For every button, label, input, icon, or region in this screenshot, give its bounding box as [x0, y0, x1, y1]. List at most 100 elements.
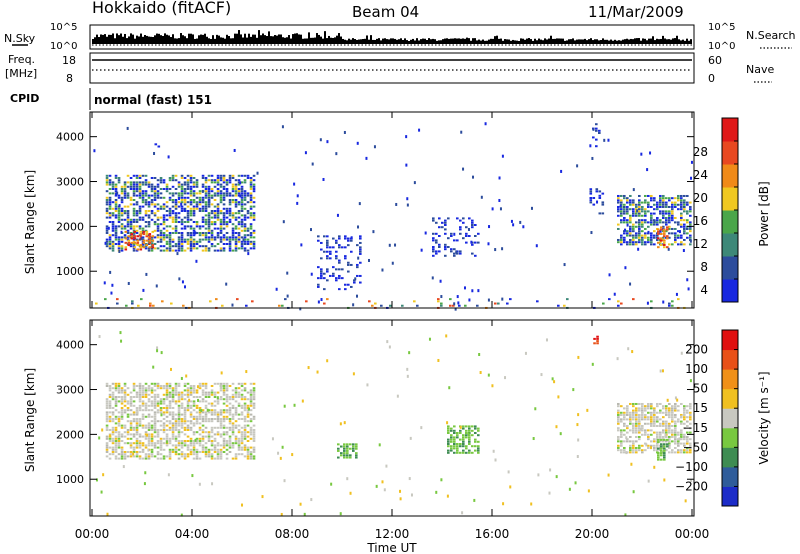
noise-sky-bar — [308, 32, 310, 44]
echo-cell — [241, 383, 244, 385]
echo-cell — [142, 289, 144, 292]
echo-cell — [151, 420, 154, 422]
echo-cell — [253, 436, 256, 438]
echo-cell — [112, 407, 115, 409]
noise-sky-bar — [466, 38, 468, 44]
echo-cell — [343, 457, 346, 459]
echo-cell — [106, 190, 109, 192]
echo-cell — [208, 219, 211, 221]
echo-cell — [235, 236, 238, 238]
echo-cell — [226, 184, 229, 186]
echo-cell — [247, 455, 250, 457]
echo-cell — [175, 188, 178, 190]
echo-cell — [145, 221, 148, 223]
echo-cell — [175, 389, 178, 391]
echo-cell — [326, 235, 329, 237]
echo-cell — [629, 429, 632, 431]
echo-cell — [435, 491, 437, 494]
echo-cell — [220, 225, 223, 227]
echo-cell — [241, 208, 244, 210]
echo-cell — [169, 199, 172, 201]
echo-cell — [136, 433, 139, 435]
echo-cell — [208, 223, 211, 225]
echo-cell — [338, 277, 341, 279]
echo-cell — [127, 230, 130, 232]
echo-cell — [666, 226, 669, 228]
echo-cell — [247, 451, 250, 453]
echo-cell — [663, 456, 666, 458]
echo-cell — [659, 213, 662, 215]
echo-cell — [617, 206, 620, 208]
echo-cell — [106, 403, 109, 405]
echo-cell — [139, 442, 142, 444]
echo-cell — [121, 201, 124, 203]
echo-cell — [93, 149, 95, 152]
noise-sky-bar — [196, 39, 198, 44]
echo-cell — [281, 305, 284, 307]
echo-cell — [444, 220, 447, 222]
echo-cell — [629, 239, 632, 241]
echo-cell — [326, 359, 328, 362]
echo-cell — [131, 237, 134, 239]
echo-cell — [115, 228, 118, 230]
echo-cell — [136, 212, 139, 214]
echo-cell — [460, 426, 462, 429]
echo-cell — [196, 418, 199, 420]
echo-cell — [217, 451, 220, 453]
echo-cell — [220, 199, 223, 201]
echo-cell — [118, 442, 121, 444]
noise-sky-bar — [492, 39, 494, 44]
echo-cell — [647, 231, 649, 234]
echo-cell — [181, 219, 184, 221]
noise-sky-bar — [590, 38, 592, 44]
echo-cell — [626, 206, 629, 208]
echo-cell — [656, 421, 659, 423]
echo-cell — [349, 457, 352, 459]
echo-cell — [683, 230, 686, 232]
echo-cell — [229, 414, 232, 416]
echo-cell — [447, 445, 450, 447]
echo-cell — [247, 212, 250, 214]
echo-cell — [205, 239, 208, 241]
echo-cell — [208, 232, 211, 234]
echo-cell — [347, 238, 350, 240]
echo-cell — [359, 251, 362, 253]
echo-cell — [638, 213, 641, 215]
echo-cell — [238, 447, 241, 449]
echo-cell — [217, 453, 220, 455]
echo-cell — [677, 410, 680, 412]
echo-cell — [229, 447, 232, 449]
echo-cell — [238, 221, 241, 223]
echo-cell — [477, 452, 480, 454]
echo-cell — [626, 210, 629, 212]
echo-cell — [653, 237, 656, 239]
echo-cell — [689, 407, 692, 409]
echo-cell — [241, 203, 244, 205]
echo-cell — [152, 240, 155, 242]
echo-cell — [137, 235, 140, 237]
echo-cell — [157, 225, 160, 227]
echo-cell — [253, 230, 256, 232]
echo-cell — [202, 418, 205, 420]
echo-cell — [152, 366, 154, 369]
echo-cell — [115, 186, 118, 188]
colorbar-segment — [722, 210, 738, 234]
echo-cell — [238, 228, 241, 230]
echo-cell — [623, 195, 626, 197]
echo-cell — [653, 230, 656, 232]
echo-cell — [139, 420, 142, 422]
echo-cell — [232, 232, 235, 234]
echo-cell — [471, 220, 474, 222]
echo-cell — [598, 130, 601, 132]
echo-cell — [124, 234, 127, 236]
echo-cell — [220, 455, 223, 457]
echo-cell — [674, 403, 677, 405]
echo-cell — [139, 444, 142, 446]
echo-cell — [112, 433, 115, 435]
echo-cell — [683, 208, 686, 210]
echo-cell — [232, 383, 235, 385]
echo-cell — [253, 418, 256, 420]
echo-cell — [686, 436, 689, 438]
echo-cell — [671, 219, 674, 221]
echo-cell — [623, 449, 626, 451]
